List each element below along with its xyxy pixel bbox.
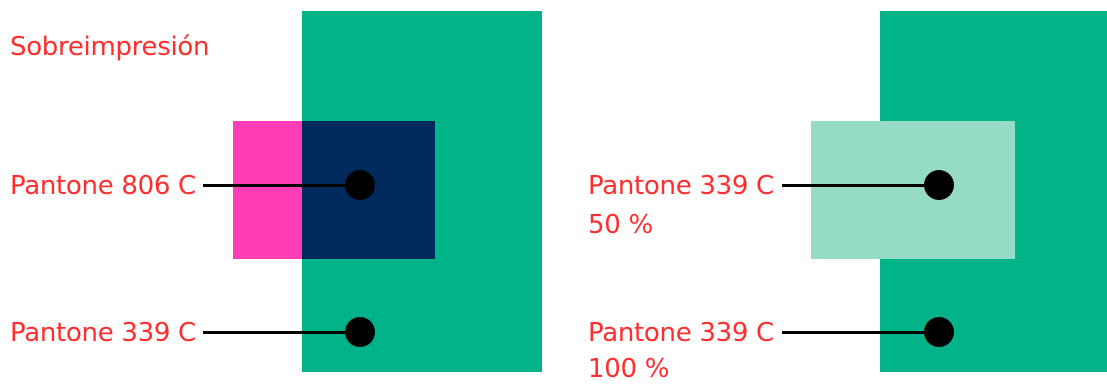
pantone-339c-50-swatch bbox=[811, 121, 1015, 259]
diagram-title: Sobreimpresión bbox=[10, 32, 210, 62]
label-pantone-339c-50: Pantone 339 C bbox=[588, 171, 774, 201]
marker-dot-806c bbox=[345, 170, 375, 200]
marker-dot-339c-left bbox=[345, 317, 375, 347]
leader-line-339c-left bbox=[203, 331, 361, 334]
label-pantone-339c-100: Pantone 339 C bbox=[588, 318, 774, 348]
leader-line-806c bbox=[203, 184, 361, 187]
pantone-806c-swatch bbox=[233, 121, 302, 259]
leader-line-339c-50 bbox=[782, 184, 939, 187]
label-tint-100: 100 % bbox=[588, 354, 670, 384]
label-tint-50: 50 % bbox=[588, 210, 653, 240]
marker-dot-339c-100 bbox=[924, 317, 954, 347]
marker-dot-339c-50 bbox=[924, 170, 954, 200]
leader-line-339c-100 bbox=[782, 331, 939, 334]
label-pantone-339c-left: Pantone 339 C bbox=[10, 318, 196, 348]
label-pantone-806c: Pantone 806 C bbox=[10, 171, 196, 201]
